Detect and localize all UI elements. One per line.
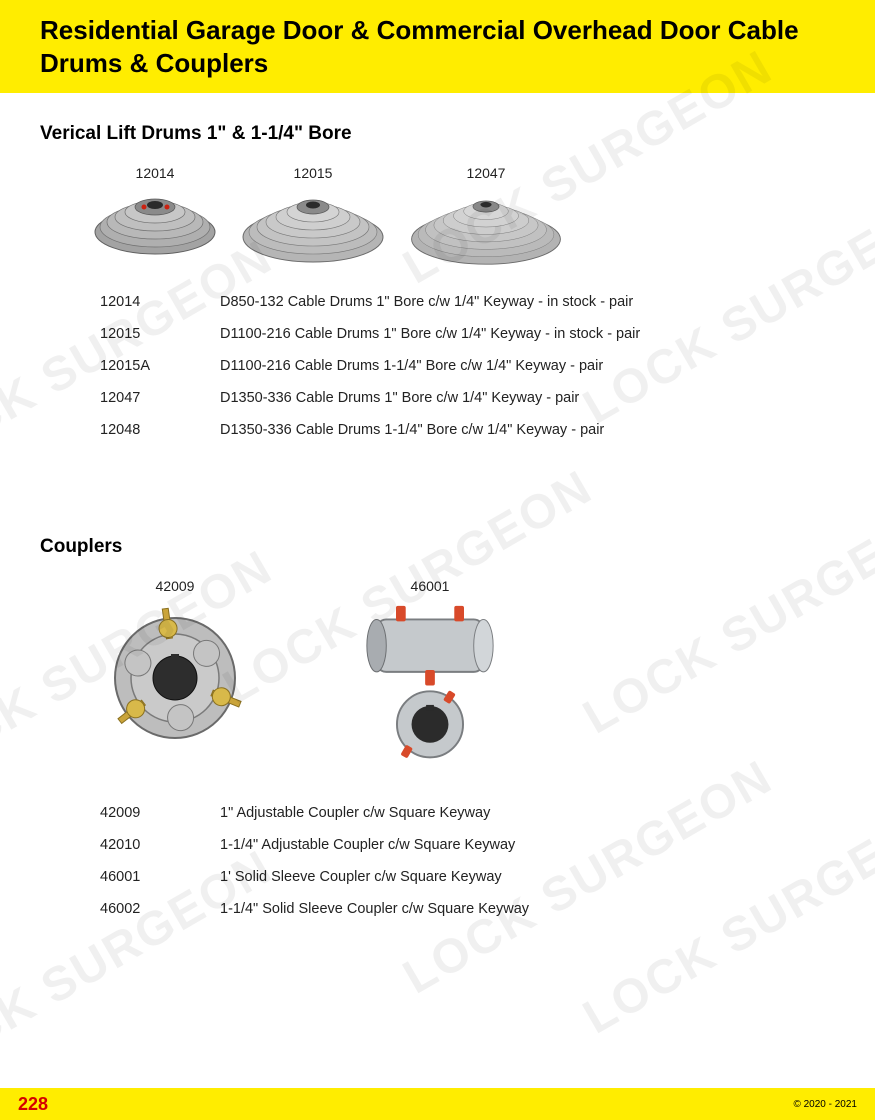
- drum-icon: [90, 187, 220, 257]
- coupler-image-42009: 42009: [100, 578, 250, 750]
- drum-images: 12014 12015: [90, 165, 835, 267]
- coupler-images: 42009: [100, 578, 835, 770]
- table-row: 12015A D1100-216 Cable Drums 1-1/4" Bore…: [100, 351, 835, 383]
- spec-code: 12015: [100, 319, 220, 351]
- drum-image-12015: 12015: [238, 165, 388, 267]
- spec-desc: D850-132 Cable Drums 1" Bore c/w 1/4" Ke…: [220, 287, 633, 319]
- table-row: 12015 D1100-216 Cable Drums 1" Bore c/w …: [100, 319, 835, 351]
- spec-desc: 1-1/4" Solid Sleeve Coupler c/w Square K…: [220, 894, 529, 926]
- page-number: 228: [18, 1094, 48, 1115]
- drum-icon: [238, 187, 388, 265]
- table-row: 12014 D850-132 Cable Drums 1" Bore c/w 1…: [100, 287, 835, 319]
- section-drums: Verical Lift Drums 1" & 1-1/4" Bore 1201…: [40, 123, 835, 446]
- image-label: 12014: [136, 165, 175, 181]
- spec-code: 42009: [100, 798, 220, 830]
- coupler-sleeve-icon: [350, 600, 510, 770]
- spec-code: 12014: [100, 287, 220, 319]
- spec-desc: 1' Solid Sleeve Coupler c/w Square Keywa…: [220, 862, 502, 894]
- section-title-couplers: Couplers: [40, 536, 835, 558]
- header-band: Residential Garage Door & Commercial Ove…: [0, 0, 875, 93]
- copyright-text: © 2020 - 2021: [793, 1099, 857, 1110]
- table-row: 46002 1-1/4" Solid Sleeve Coupler c/w Sq…: [100, 894, 835, 926]
- image-label: 12015: [294, 165, 333, 181]
- drum-icon: [406, 187, 566, 267]
- drum-image-12014: 12014: [90, 165, 220, 267]
- image-label: 12047: [467, 165, 506, 181]
- section-couplers: Couplers 42009: [40, 536, 835, 926]
- spec-code: 46002: [100, 894, 220, 926]
- coupler-image-46001: 46001: [350, 578, 510, 770]
- couplers-spec-table: 42009 1" Adjustable Coupler c/w Square K…: [100, 798, 835, 926]
- spec-desc: 1" Adjustable Coupler c/w Square Keyway: [220, 798, 490, 830]
- spec-desc: D1350-336 Cable Drums 1-1/4" Bore c/w 1/…: [220, 415, 604, 447]
- content-area: Verical Lift Drums 1" & 1-1/4" Bore 1201…: [0, 93, 875, 926]
- drum-image-12047: 12047: [406, 165, 566, 267]
- section-title-drums: Verical Lift Drums 1" & 1-1/4" Bore: [40, 123, 835, 145]
- table-row: 12047 D1350-336 Cable Drums 1" Bore c/w …: [100, 383, 835, 415]
- spec-desc: D1100-216 Cable Drums 1" Bore c/w 1/4" K…: [220, 319, 640, 351]
- spec-code: 12048: [100, 415, 220, 447]
- image-label: 46001: [411, 578, 450, 594]
- table-row: 42009 1" Adjustable Coupler c/w Square K…: [100, 798, 835, 830]
- spec-code: 12047: [100, 383, 220, 415]
- image-label: 42009: [156, 578, 195, 594]
- spec-code: 42010: [100, 830, 220, 862]
- spec-desc: 1-1/4" Adjustable Coupler c/w Square Key…: [220, 830, 515, 862]
- table-row: 46001 1' Solid Sleeve Coupler c/w Square…: [100, 862, 835, 894]
- table-row: 12048 D1350-336 Cable Drums 1-1/4" Bore …: [100, 415, 835, 447]
- footer-band: 228 © 2020 - 2021: [0, 1088, 875, 1120]
- spec-code: 12015A: [100, 351, 220, 383]
- spec-desc: D1350-336 Cable Drums 1" Bore c/w 1/4" K…: [220, 383, 579, 415]
- spec-desc: D1100-216 Cable Drums 1-1/4" Bore c/w 1/…: [220, 351, 603, 383]
- table-row: 42010 1-1/4" Adjustable Coupler c/w Squa…: [100, 830, 835, 862]
- coupler-flange-icon: [100, 600, 250, 750]
- drums-spec-table: 12014 D850-132 Cable Drums 1" Bore c/w 1…: [100, 287, 835, 446]
- spec-code: 46001: [100, 862, 220, 894]
- page-title: Residential Garage Door & Commercial Ove…: [40, 14, 835, 79]
